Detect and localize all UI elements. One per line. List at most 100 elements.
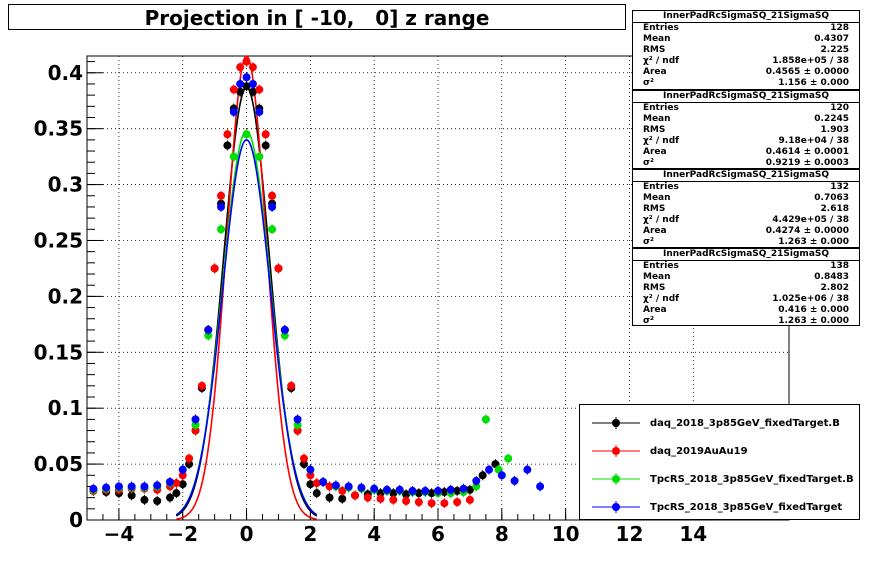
data-point-3 — [204, 325, 213, 334]
stats-mean-label: Mean — [643, 34, 671, 44]
data-point-2 — [472, 482, 481, 491]
data-point-1 — [312, 479, 321, 488]
data-point-0 — [178, 480, 187, 489]
legend-entry-tpcrs: TpcRS_2018_3p85GeV_fixedTarget — [580, 497, 861, 517]
data-point-3 — [357, 483, 366, 492]
data-point-1 — [172, 479, 181, 488]
data-point-0 — [236, 87, 245, 96]
data-point-2 — [504, 454, 513, 463]
data-point-0 — [478, 471, 487, 480]
y-tick-label: 0.4 — [48, 61, 83, 85]
data-point-1 — [351, 491, 360, 500]
data-point-0 — [140, 495, 149, 504]
data-point-3 — [236, 79, 245, 88]
stats-mean-value: 0.2245 — [814, 114, 849, 124]
legend-marker-black — [592, 417, 640, 429]
data-point-0 — [299, 460, 308, 469]
data-point-1 — [465, 495, 474, 504]
data-point-1 — [255, 85, 264, 94]
data-point-1 — [242, 57, 251, 66]
data-point-0 — [165, 493, 174, 502]
stats-area-value: 0.4614 ± 0.0001 — [765, 147, 849, 157]
data-point-3 — [459, 484, 468, 493]
stats-area-label: Area — [643, 67, 667, 77]
data-point-3 — [331, 481, 340, 490]
data-point-3 — [242, 73, 251, 82]
data-point-3 — [165, 477, 174, 486]
data-point-1 — [185, 454, 194, 463]
data-point-1 — [306, 471, 315, 480]
x-tick-label: 6 — [431, 522, 445, 546]
y-tick-label: 0 — [69, 508, 83, 532]
stats-entries-label: Entries — [643, 103, 679, 113]
data-point-3 — [408, 486, 417, 495]
data-point-3 — [280, 325, 289, 334]
data-point-3 — [268, 202, 277, 211]
data-point-0 — [465, 485, 474, 494]
data-point-3 — [421, 486, 430, 495]
data-point-1 — [210, 264, 219, 273]
stats-rms-label: RMS — [643, 204, 666, 214]
data-point-3 — [293, 415, 302, 424]
data-point-0 — [414, 489, 423, 498]
stats-mean-label: Mean — [643, 193, 671, 203]
data-point-1 — [389, 495, 398, 504]
data-point-3 — [370, 484, 379, 493]
stats-mean-label: Mean — [643, 272, 671, 282]
stats-box-3: InnerPadRcSigmaSQ_21SigmaSQ Entries 132 M… — [632, 169, 860, 248]
data-point-2 — [280, 331, 289, 340]
data-point-0 — [248, 87, 257, 96]
y-tick-label: 0.15 — [34, 340, 83, 364]
stats-box-title: InnerPadRcSigmaSQ_21SigmaSQ — [633, 11, 859, 23]
data-point-2 — [242, 130, 251, 139]
stats-sigma2-value: 1.156 ± 0.000 — [778, 78, 849, 88]
data-point-3 — [306, 465, 315, 474]
x-tick-label: 14 — [679, 522, 707, 546]
x-tick-label: −4 — [104, 522, 135, 546]
data-point-3 — [510, 476, 519, 485]
stats-mean-value: 0.4307 — [814, 34, 849, 44]
data-point-1 — [363, 493, 372, 502]
data-point-3 — [217, 202, 226, 211]
stats-box-title: InnerPadRcSigmaSQ_21SigmaSQ — [633, 91, 859, 103]
data-point-3 — [319, 477, 328, 486]
data-point-3 — [523, 465, 532, 474]
stats-sigma2-label: σ² — [643, 237, 654, 247]
data-point-3 — [485, 465, 494, 474]
data-point-1 — [197, 381, 206, 390]
stats-box-1: InnerPadRcSigmaSQ_21SigmaSQ Entries 128 M… — [632, 10, 860, 90]
x-tick-label: 10 — [552, 522, 580, 546]
legend-entry-tpcrs-b: TpcRS_2018_3p85GeV_fixedTarget.B — [580, 469, 861, 489]
x-tick-label: 2 — [303, 522, 317, 546]
stats-entries-value: 120 — [830, 103, 849, 113]
data-point-3 — [248, 79, 257, 88]
x-tick-label: 8 — [495, 522, 509, 546]
data-point-1 — [376, 494, 385, 503]
stats-area-label: Area — [643, 305, 667, 315]
stats-area-value: 0.4274 ± 0.0000 — [765, 226, 849, 236]
stats-chi2-value: 1.858e+05 / 38 — [772, 56, 849, 66]
legend-marker-red — [592, 445, 640, 457]
y-tick-label: 0.1 — [48, 396, 83, 420]
chart-title: Projection in [ -10, 0] z range — [8, 4, 626, 30]
data-point-3 — [229, 107, 238, 116]
data-point-2 — [481, 415, 490, 424]
data-point-0 — [127, 491, 136, 500]
data-point-0 — [325, 493, 334, 502]
stats-sigma2-label: σ² — [643, 78, 654, 88]
data-point-0 — [338, 494, 347, 503]
y-tick-label: 0.2 — [48, 284, 83, 308]
legend-entry-daq2019: daq_2019AuAu19 — [580, 441, 861, 461]
stats-entries-value: 132 — [830, 182, 849, 192]
data-point-3 — [127, 482, 136, 491]
data-point-1 — [299, 454, 308, 463]
stats-box-title: InnerPadRcSigmaSQ_21SigmaSQ — [633, 249, 859, 261]
y-tick-label: 0.3 — [48, 173, 83, 197]
data-point-0 — [153, 496, 162, 505]
stats-mean-value: 0.8483 — [814, 272, 849, 282]
x-tick-label: 0 — [240, 522, 254, 546]
stats-entries-value: 128 — [830, 23, 849, 33]
legend-label: TpcRS_2018_3p85GeV_fixedTarget.B — [650, 474, 854, 485]
stats-chi2-label: χ² / ndf — [643, 294, 680, 304]
data-point-3 — [536, 482, 545, 491]
